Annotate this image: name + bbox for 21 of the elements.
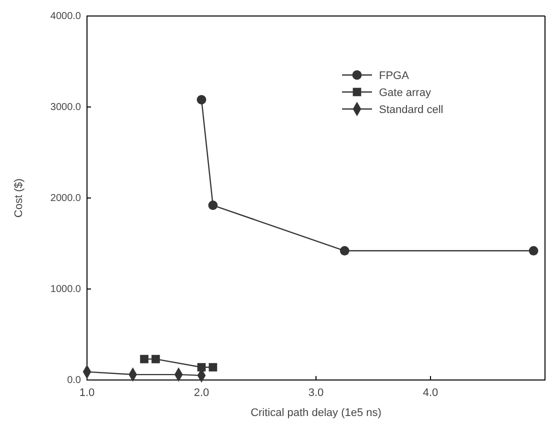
y-tick-label: 2000.0 (50, 193, 82, 204)
point (152, 354, 160, 364)
legend-label: Gate array (379, 87, 432, 99)
y-tick-label: 4000.0 (50, 11, 82, 22)
y-tick-label: 1000.0 (50, 284, 82, 296)
point (340, 246, 350, 256)
legend-label: Standard cell (379, 104, 444, 116)
y-tick-label: 0.0 (67, 375, 82, 386)
point (208, 200, 218, 210)
point (208, 363, 218, 372)
point (196, 95, 206, 104)
x-axis-title: Critical path delay (1e5 ns) (250, 407, 382, 419)
x-tick-label: 1.0 (79, 387, 95, 400)
point (528, 246, 538, 256)
x-tick-label: 2.0 (194, 387, 210, 400)
point (140, 354, 148, 364)
legend-label: FPGA (379, 70, 410, 82)
y-tick-label: 3000.0 (50, 102, 82, 114)
y-axis-title: Cost ($) (13, 178, 25, 218)
x-tick-label: 4.0 (422, 387, 438, 400)
x-tick-label: 3.0 (308, 387, 324, 400)
